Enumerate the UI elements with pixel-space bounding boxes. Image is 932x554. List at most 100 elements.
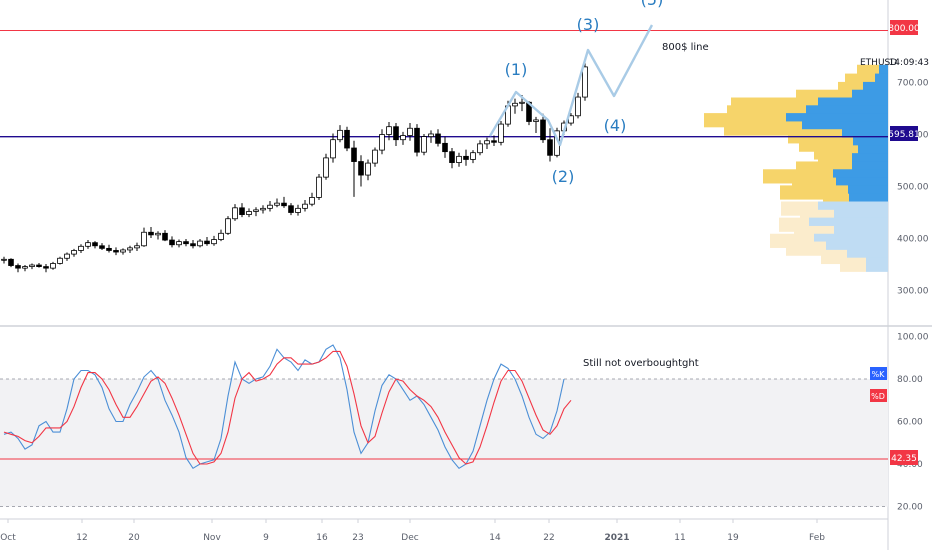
time-axis: Oct 12 20 Nov 9 16 23 Dec 14 22 2021 11 19 Feb	[0, 519, 825, 543]
candle-body	[463, 155, 469, 160]
candle-body	[267, 204, 273, 209]
price-tick-label: 400.00	[897, 235, 929, 245]
candle-body	[379, 134, 385, 151]
candle-body	[246, 211, 252, 215]
stoch-tick-label: 100.00	[897, 333, 929, 343]
stoch-tick-label: 20.00	[897, 503, 923, 513]
stoch-line-d	[3, 350, 572, 465]
price-tick-label: 500.00	[897, 183, 929, 193]
candle-body	[141, 231, 147, 247]
candle-body	[519, 101, 525, 104]
candle-body	[470, 152, 476, 160]
candle-body	[204, 240, 210, 245]
candle-body	[274, 202, 280, 206]
symbol-ticker: ETHUSD	[860, 58, 897, 68]
candle-body	[50, 263, 56, 269]
candle-body	[1, 258, 7, 261]
candle-body	[288, 205, 294, 213]
support-label: 595.81	[888, 130, 920, 140]
elliott-wave	[488, 24, 654, 147]
candle-body	[547, 139, 553, 156]
candle-body	[302, 203, 308, 209]
candle-body	[533, 119, 539, 122]
wave-label-5: (5)	[641, 0, 664, 9]
candle-body	[85, 242, 91, 247]
vp-sell-bar	[724, 121, 802, 136]
stoch-tick-label: 60.00	[897, 418, 923, 428]
horizontal-lines	[0, 30, 888, 138]
wave-label-2: (2)	[552, 167, 575, 186]
candle-body	[477, 143, 483, 154]
time-tick-label: Nov	[203, 533, 221, 543]
stoch-k-legend: %K	[872, 370, 886, 379]
candle-body	[540, 119, 546, 141]
resistance-label: 800.00	[888, 24, 920, 34]
candle-body	[197, 240, 203, 247]
candle-body	[239, 207, 245, 215]
candle-body	[183, 241, 189, 245]
time-tick-label: 9	[263, 533, 269, 543]
candle-body	[512, 102, 518, 107]
candle-body	[78, 245, 84, 251]
candle-body	[372, 149, 378, 164]
candle-body	[281, 202, 287, 207]
candle-body	[351, 147, 357, 162]
time-tick-label: 12	[76, 533, 87, 543]
candle-body	[449, 151, 455, 163]
candle-body	[323, 157, 329, 178]
time-tick-label: 14	[489, 533, 501, 543]
time-tick-label: 22	[543, 533, 554, 543]
candle-body	[330, 139, 336, 159]
candle-body	[176, 241, 182, 246]
candle-body	[575, 96, 581, 117]
candle-body	[92, 242, 98, 247]
candle-body	[386, 126, 392, 135]
candle-body	[134, 245, 140, 249]
time-tick-label: Feb	[809, 533, 825, 543]
price-tick-label: 700.00	[897, 79, 929, 89]
candle-body	[162, 232, 168, 241]
candle-body	[309, 197, 315, 205]
candle-body	[400, 135, 406, 141]
candles	[1, 62, 588, 273]
candle-body	[344, 129, 350, 149]
support-label-badge	[890, 126, 918, 141]
candle-body	[365, 162, 371, 176]
time-tick-label: 23	[352, 533, 363, 543]
stoch-band	[0, 378, 888, 507]
candle-body	[106, 247, 112, 251]
candle-body	[64, 253, 70, 259]
candle-body	[337, 129, 343, 141]
resistance-label-badge	[890, 20, 918, 35]
candle-body	[358, 161, 364, 176]
stochastic-lines	[3, 344, 572, 470]
time-tick-label: 16	[316, 533, 328, 543]
candle-body	[498, 123, 504, 143]
candle-body	[260, 207, 266, 211]
candle-body	[211, 239, 217, 245]
candle-body	[393, 126, 399, 141]
candle-body	[407, 127, 413, 136]
candle-body	[127, 247, 133, 251]
candle-body	[36, 264, 42, 267]
candle-body	[225, 218, 231, 234]
time-tick-label: Dec	[401, 533, 418, 543]
candle-body	[232, 207, 238, 220]
wave-label-3: (3)	[577, 15, 600, 34]
candle-body	[421, 136, 427, 153]
candle-body	[253, 209, 259, 212]
candle-body	[456, 155, 462, 163]
price-pane[interactable]	[0, 0, 888, 325]
stoch-band-fill	[0, 379, 888, 507]
candle-body	[99, 245, 105, 249]
candle-body	[295, 207, 301, 213]
candle-body	[484, 140, 490, 145]
candle-body	[71, 250, 77, 255]
wave-label-1: (1)	[505, 60, 528, 79]
vp-buy-bar	[879, 64, 888, 79]
volume-profile	[704, 64, 888, 272]
stoch-d-legend-badge	[870, 389, 887, 402]
stoch-d-legend: %D	[871, 392, 885, 401]
